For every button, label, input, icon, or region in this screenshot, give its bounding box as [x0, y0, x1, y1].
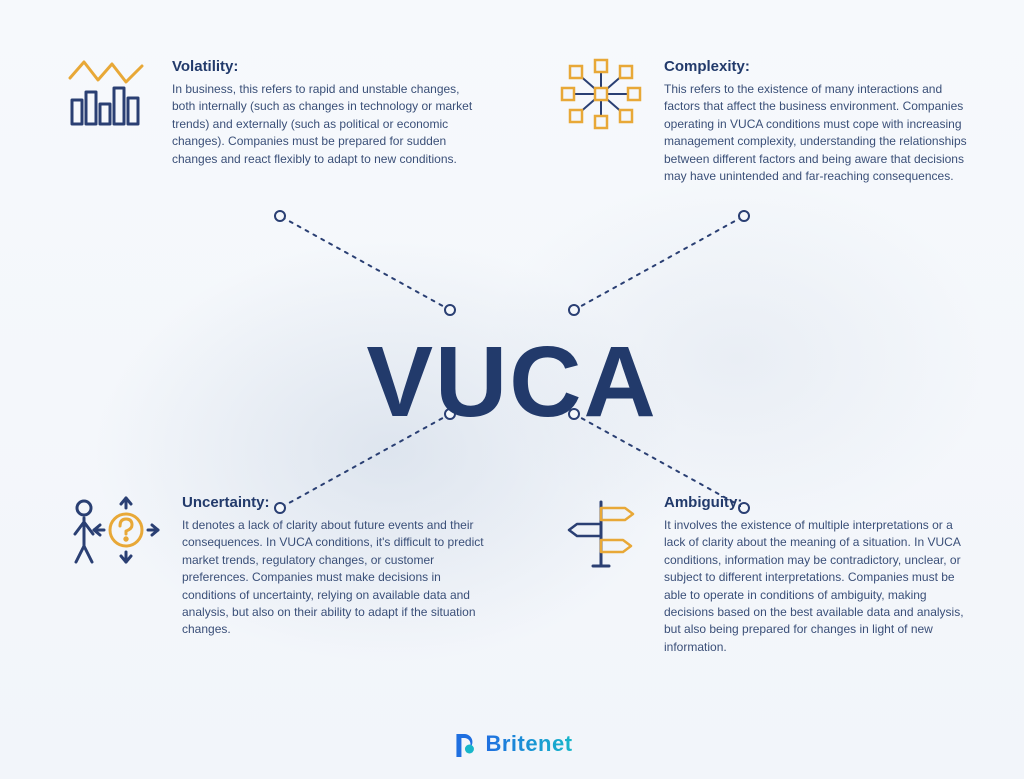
center-title: VUCA [366, 332, 657, 432]
brand-logo-mark-icon [451, 731, 477, 757]
ambiguity-icon [556, 494, 646, 574]
uncertainty-heading: Uncertainty: [182, 494, 484, 511]
infographic-canvas: VUCA Volatility: In business, this refer… [0, 0, 1024, 779]
brand-logo-text: Britenet [485, 731, 572, 757]
volatility-body: In business, this refers to rapid and un… [172, 81, 484, 168]
volatility-icon [64, 58, 154, 138]
quadrant-ambiguity: Ambiguity: It involves the existence of … [556, 494, 976, 656]
ambiguity-body: It involves the existence of multiple in… [664, 517, 976, 656]
complexity-icon [556, 58, 646, 138]
uncertainty-icon [64, 494, 164, 574]
ambiguity-heading: Ambiguity: [664, 494, 976, 511]
complexity-heading: Complexity: [664, 58, 976, 75]
brand-logo: Britenet [451, 731, 572, 757]
quadrant-uncertainty: Uncertainty: It denotes a lack of clarit… [64, 494, 484, 639]
uncertainty-body: It denotes a lack of clarity about futur… [182, 517, 484, 639]
volatility-heading: Volatility: [172, 58, 484, 75]
complexity-body: This refers to the existence of many int… [664, 81, 976, 185]
quadrant-complexity: Complexity: This refers to the existence… [556, 58, 976, 185]
quadrant-volatility: Volatility: In business, this refers to … [64, 58, 484, 168]
